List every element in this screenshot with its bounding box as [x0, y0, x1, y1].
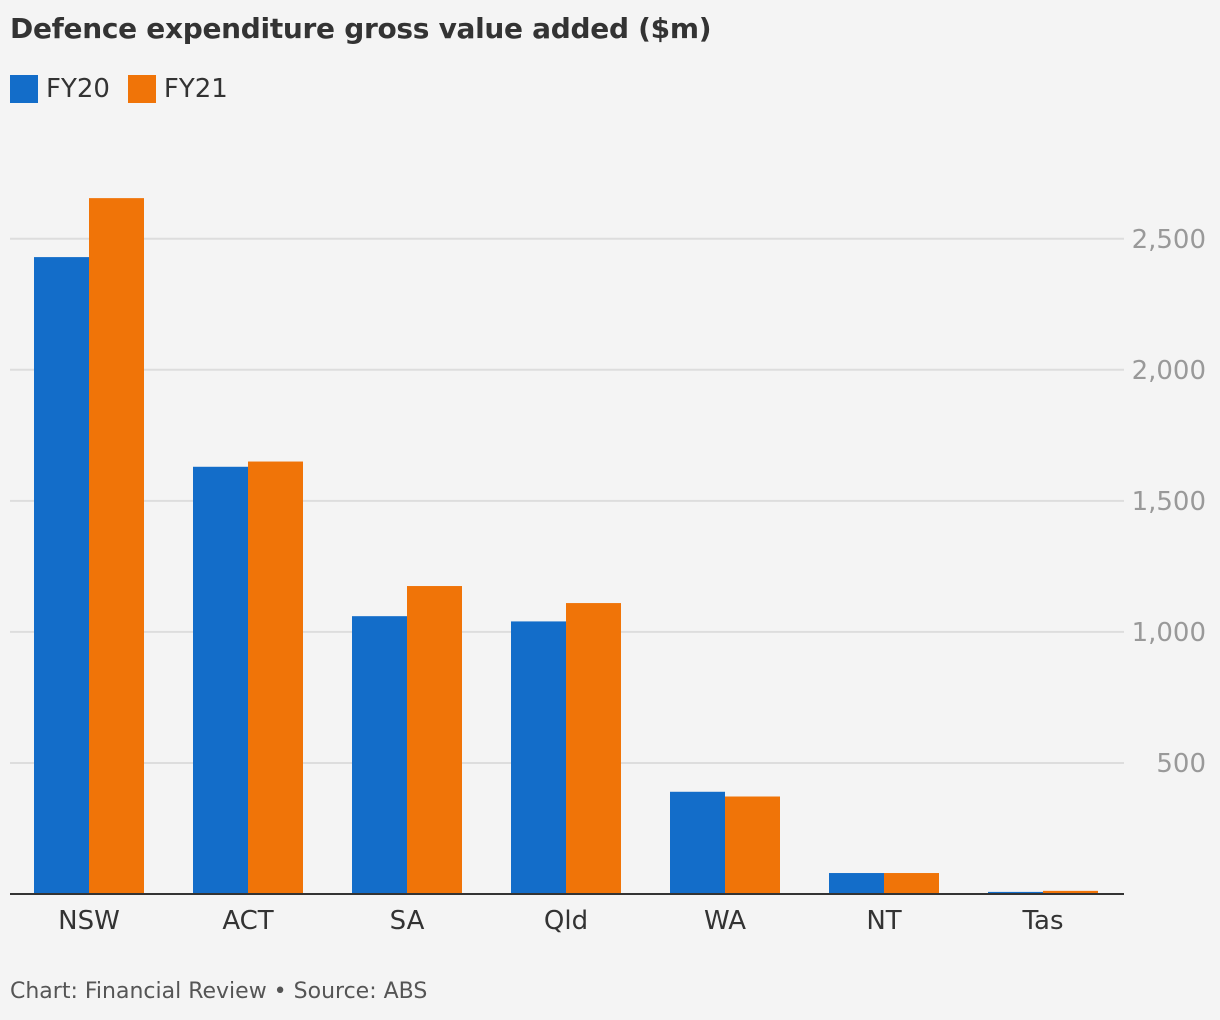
- chart-title: Defence expenditure gross value added ($…: [10, 12, 712, 45]
- bar-qld-fy20: [511, 621, 566, 894]
- bar-qld-fy21: [566, 603, 621, 894]
- bars: [34, 198, 1098, 894]
- legend-item-fy20: FY20: [10, 74, 110, 104]
- chart-source-footer: Chart: Financial Review • Source: ABS: [10, 979, 428, 1004]
- y-tick-label: 1,500: [1132, 487, 1206, 517]
- bar-wa-fy21: [725, 796, 780, 894]
- bar-nt-fy21: [884, 873, 939, 894]
- legend: FY20 FY21: [10, 74, 246, 104]
- bar-nsw-fy20: [34, 257, 89, 894]
- bar-act-fy20: [193, 466, 248, 894]
- bar-nsw-fy21: [89, 198, 144, 894]
- x-category-label: WA: [704, 906, 746, 936]
- bar-tas-fy20: [988, 891, 1043, 894]
- bar-sa-fy21: [407, 586, 462, 894]
- y-tick-label: 2,500: [1132, 225, 1206, 255]
- legend-swatch-fy21: [127, 75, 156, 103]
- legend-swatch-fy20: [10, 75, 38, 103]
- bar-wa-fy20: [670, 791, 725, 894]
- x-category-label: SA: [390, 906, 425, 936]
- x-category-label: ACT: [222, 906, 273, 936]
- bar-act-fy21: [248, 461, 303, 894]
- x-category-label: Tas: [1021, 906, 1063, 936]
- legend-label-fy20: FY20: [46, 74, 110, 104]
- bar-tas-fy21: [1043, 890, 1098, 894]
- y-tick-label: 2,000: [1132, 356, 1206, 386]
- bar-chart: 500 1,000 1,500 2,000 2,500 NSW ACT SA Qld WA NT Ta…: [10, 198, 1206, 936]
- y-tick-label: 1,000: [1132, 618, 1206, 648]
- axes: 500 1,000 1,500 2,000 2,500 NSW ACT SA Qld WA NT Ta…: [10, 225, 1206, 936]
- y-tick-label: 500: [1156, 749, 1206, 779]
- x-category-label: Qld: [544, 906, 588, 936]
- bar-nt-fy20: [829, 873, 884, 894]
- x-category-label: NSW: [58, 906, 120, 936]
- legend-item-fy21: FY21: [127, 74, 228, 104]
- bar-sa-fy20: [352, 616, 407, 894]
- x-category-label: NT: [866, 906, 901, 936]
- legend-label-fy21: FY21: [163, 74, 228, 104]
